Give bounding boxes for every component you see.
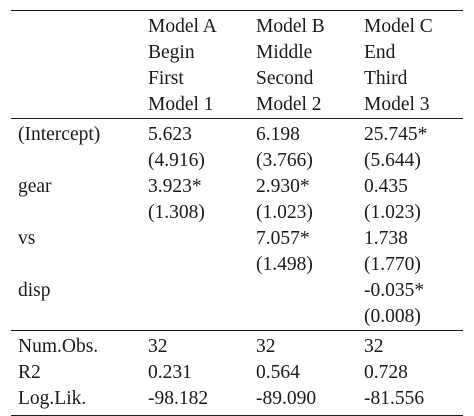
se-cell: (1.023) [256, 202, 313, 223]
row-label: R2 [18, 362, 41, 383]
coef-cell: 7.057* [256, 228, 310, 249]
coef-cell: 1.738 [364, 228, 408, 249]
row-label: gear [18, 176, 52, 197]
coef-row-disp: disp -0.035* [11, 278, 463, 304]
coef-cell: 0.435 [364, 176, 408, 197]
row-label [11, 252, 145, 278]
coef-cell [253, 278, 361, 304]
se-row-vs: (1.498) (1.770) [11, 252, 463, 278]
header-cell: Model A [145, 10, 253, 40]
se-cell: (1.770) [364, 254, 421, 275]
coef-cell: 3.923* [148, 176, 202, 197]
row-label: Log.Lik. [11, 386, 145, 416]
header-cell: Model 2 [256, 94, 322, 115]
se-cell [253, 304, 361, 331]
se-cell: (4.916) [148, 150, 205, 171]
se-cell: (1.498) [256, 254, 313, 275]
se-row-gear: (1.308) (1.023) (1.023) [11, 200, 463, 226]
row-label: vs [18, 228, 36, 249]
header-stub [11, 40, 145, 66]
coef-row-gear: gear 3.923* 2.930* 0.435 [11, 174, 463, 200]
header-cell: Middle [256, 42, 313, 63]
header-row-order: First Second Third [11, 66, 463, 92]
header-cell: Model 1 [148, 94, 214, 115]
stat-cell: 0.728 [364, 362, 408, 383]
coef-row-vs: vs 7.057* 1.738 [11, 226, 463, 252]
header-cell: First [148, 68, 184, 89]
se-row-intercept: (4.916) (3.766) (5.644) [11, 148, 463, 174]
se-cell: (3.766) [256, 150, 313, 171]
coef-cell: 6.198 [253, 118, 361, 148]
stat-cell: 32 [253, 330, 361, 360]
header-cell: Model 3 [364, 94, 430, 115]
se-cell: (0.008) [364, 306, 421, 327]
se-cell: (1.308) [148, 202, 205, 223]
stat-cell: -81.556 [361, 386, 463, 416]
row-label: (Intercept) [11, 118, 145, 148]
coef-cell: 5.623 [145, 118, 253, 148]
stat-cell: -98.182 [145, 386, 253, 416]
header-cell: Model C [361, 10, 463, 40]
se-cell [145, 252, 253, 278]
row-label: disp [18, 280, 51, 301]
row-label: Num.Obs. [11, 330, 145, 360]
header-cell: End [364, 42, 396, 63]
stat-cell: 32 [145, 330, 253, 360]
stat-cell: 0.231 [148, 362, 192, 383]
header-stub [11, 10, 145, 40]
coef-cell: 2.930* [256, 176, 310, 197]
stat-row-r2: R2 0.231 0.564 0.728 [11, 360, 463, 386]
stat-cell: 0.564 [256, 362, 300, 383]
header-cell: Third [364, 68, 408, 89]
coef-cell: 25.745* [361, 118, 463, 148]
coef-cell: -0.035* [364, 280, 425, 301]
row-label [11, 200, 145, 226]
row-label [11, 148, 145, 174]
coef-cell [145, 226, 253, 252]
coef-row-intercept: (Intercept) 5.623 6.198 25.745* [11, 118, 463, 148]
se-cell: (1.023) [364, 202, 421, 223]
se-row-disp: (0.008) [11, 304, 463, 331]
header-stub [11, 92, 145, 119]
row-label [11, 304, 145, 331]
stat-row-num-obs: Num.Obs. 32 32 32 [11, 330, 463, 360]
se-cell [145, 304, 253, 331]
header-row-stage: Begin Middle End [11, 40, 463, 66]
header-row-model-name: Model A Model B Model C [11, 10, 463, 40]
se-cell: (5.644) [364, 150, 421, 171]
stat-cell: -89.090 [253, 386, 361, 416]
stat-row-log-lik: Log.Lik. -98.182 -89.090 -81.556 [11, 386, 463, 416]
header-cell: Model B [253, 10, 361, 40]
stat-cell: 32 [361, 330, 463, 360]
header-row-model-number: Model 1 Model 2 Model 3 [11, 92, 463, 119]
regression-table: Model A Model B Model C Begin Middle End… [11, 10, 463, 416]
header-stub [11, 66, 145, 92]
header-cell: Second [256, 68, 314, 89]
coef-cell [145, 278, 253, 304]
regression-table-container: Model A Model B Model C Begin Middle End… [11, 10, 463, 416]
header-cell: Begin [148, 42, 195, 63]
